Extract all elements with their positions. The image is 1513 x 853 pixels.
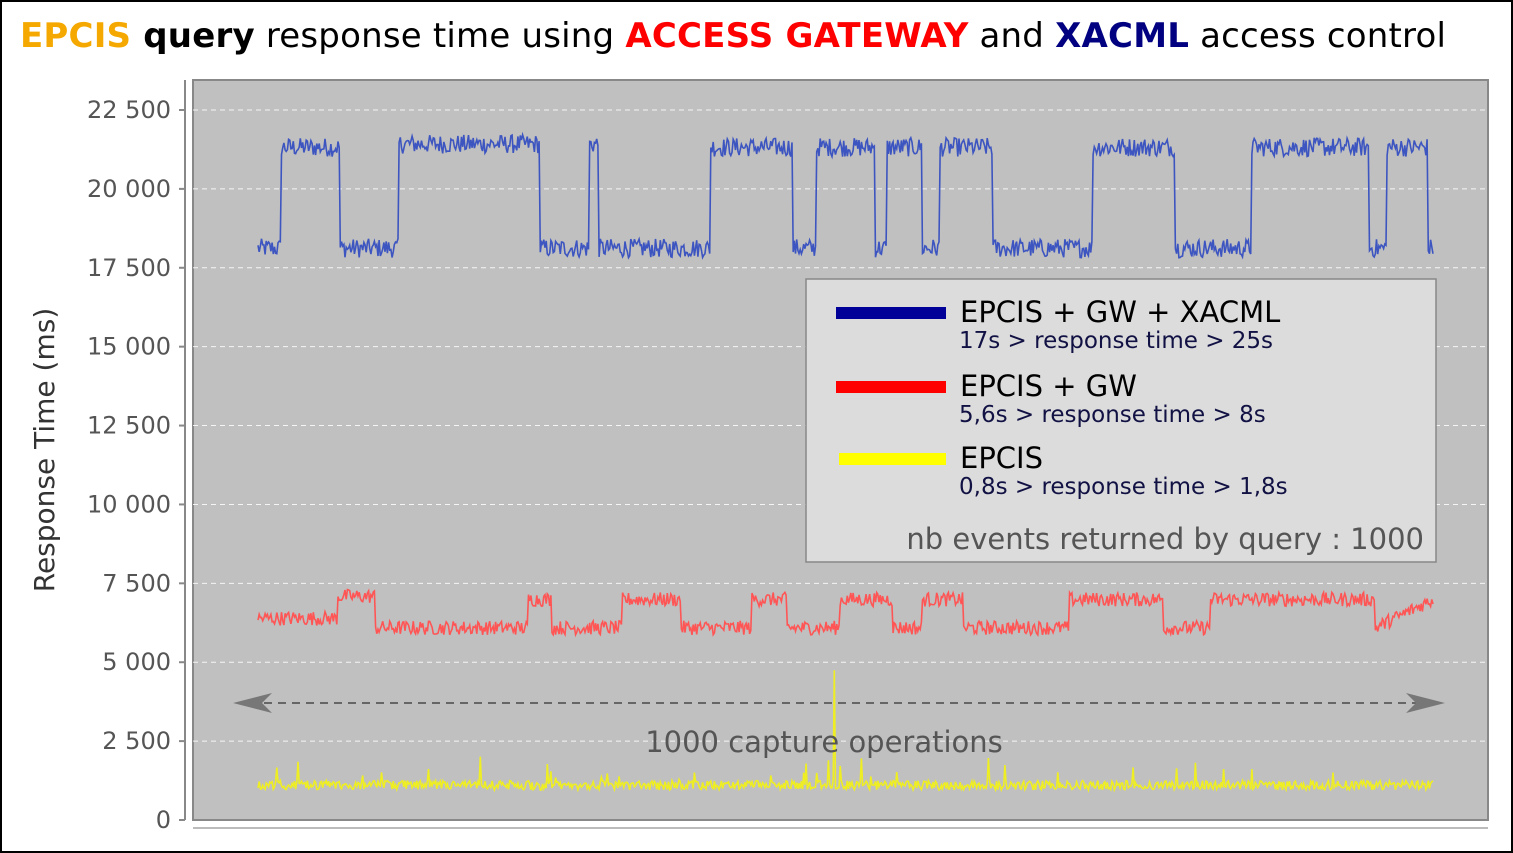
y-tick-label: 15 000 bbox=[87, 333, 171, 361]
annotation: 1000 capture operations bbox=[233, 693, 1445, 759]
legend-sublabel: 5,6s > response time > 8s bbox=[959, 402, 1266, 428]
legend-note: nb events returned by query : 1000 bbox=[906, 522, 1424, 556]
legend-box bbox=[805, 278, 1437, 563]
y-axis-label: Response Time (ms) bbox=[28, 308, 61, 593]
legend-label: EPCIS + GW bbox=[960, 369, 1137, 403]
legend-label: EPCIS bbox=[960, 441, 1043, 475]
title-part-6: access control bbox=[1189, 16, 1447, 56]
legend-sublabel: 0,8s > response time > 1,8s bbox=[959, 474, 1288, 500]
title-part-5: XACML bbox=[1055, 16, 1190, 56]
title-part-4: and bbox=[968, 16, 1056, 56]
legend-sublabel: 17s > response time > 25s bbox=[959, 328, 1273, 354]
title-part-3: ACCESS GATEWAY bbox=[625, 16, 969, 56]
annotation-text: 1000 capture operations bbox=[645, 725, 1003, 759]
y-tick-label: 17 500 bbox=[87, 254, 171, 282]
chart-title: EPCIS query response time using ACCESS G… bbox=[20, 16, 1446, 56]
y-tick-label: 10 000 bbox=[87, 490, 171, 518]
title-part-1: query bbox=[131, 16, 255, 56]
series-2 bbox=[257, 670, 1434, 793]
series-1 bbox=[257, 588, 1434, 638]
series-layer bbox=[257, 131, 1434, 793]
series-line-0 bbox=[257, 131, 1434, 260]
annotation-arrow-left-icon bbox=[233, 693, 272, 713]
annotation-arrow-right-icon bbox=[1406, 693, 1445, 713]
y-tick-label: 22 500 bbox=[87, 96, 171, 124]
y-axis-ticks: 0 2 500 5 000 7 500 10 000 12 500 15 000 17 500… bbox=[87, 96, 185, 834]
series-line-2 bbox=[257, 670, 1434, 793]
axes bbox=[184, 80, 1488, 829]
series-line-1 bbox=[257, 588, 1434, 638]
y-tick-label: 20 000 bbox=[87, 175, 171, 203]
legend-label: EPCIS + GW + XACML bbox=[960, 295, 1280, 329]
series-0 bbox=[257, 131, 1434, 260]
y-tick-label: 2 500 bbox=[102, 727, 171, 755]
legend-item-1: EPCIS + GW5,6s > response time > 8s bbox=[836, 369, 1266, 428]
y-tick-label: 5 000 bbox=[102, 648, 171, 676]
y-tick-label: 12 500 bbox=[87, 412, 171, 440]
y-tick-label: 7 500 bbox=[102, 569, 171, 597]
title-part-2: response time using bbox=[254, 16, 626, 56]
title-part-0: EPCIS bbox=[20, 16, 132, 56]
y-tick-label: 0 bbox=[156, 806, 171, 834]
